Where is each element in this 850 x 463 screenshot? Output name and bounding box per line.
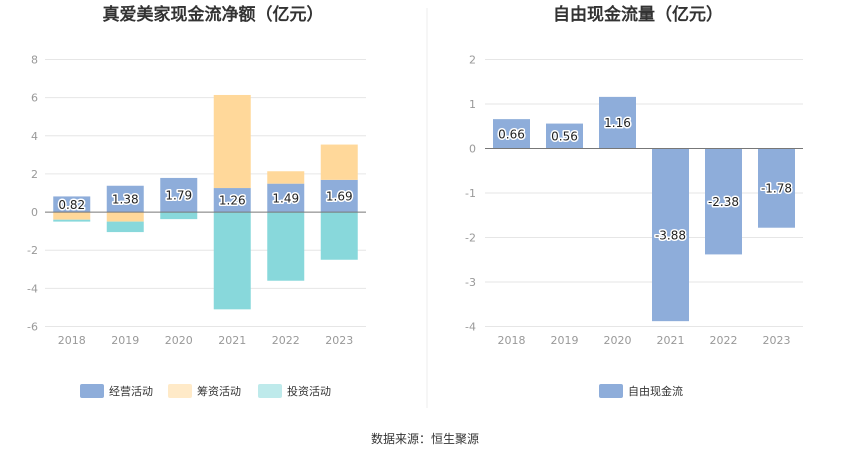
x-tick-label: 2019 bbox=[111, 334, 139, 347]
y-tick-label: -3 bbox=[465, 276, 476, 289]
bar-2019-series-0 bbox=[546, 123, 583, 149]
bar-2023-series-0 bbox=[320, 179, 358, 213]
bar-2021-series-2 bbox=[213, 212, 251, 310]
bar-2018-series-0 bbox=[493, 119, 530, 149]
bar-2020-series-2 bbox=[160, 212, 198, 220]
x-tick-label: 2018 bbox=[498, 334, 526, 347]
x-tick-label: 2018 bbox=[58, 334, 86, 347]
y-tick-label: 8 bbox=[31, 54, 38, 67]
bar-2023-series-2 bbox=[320, 212, 358, 260]
bar-2022-series-0 bbox=[267, 183, 305, 213]
cashflow-net-chart: 真爱美家现金流净额（亿元） 8 6 4 2 0 -2 -4 -6 2018 2019 2020 2021… bbox=[27, 4, 366, 398]
y-tick-label: -4 bbox=[27, 282, 38, 295]
legend-swatch bbox=[599, 384, 623, 398]
y-tick-label: 0 bbox=[469, 143, 476, 156]
y-tick-label: 1 bbox=[469, 98, 476, 111]
bar-2022-series-0 bbox=[705, 148, 742, 255]
data-label: -3.88 bbox=[655, 228, 686, 242]
data-label: 0.66 bbox=[498, 127, 525, 141]
x-tick-label: 2022 bbox=[272, 334, 300, 347]
data-label: -2.38 bbox=[708, 195, 739, 209]
legend-swatch bbox=[80, 384, 104, 398]
y-tick-label: 6 bbox=[31, 92, 38, 105]
legend-swatch bbox=[168, 384, 192, 398]
x-tick-label: 2021 bbox=[218, 334, 246, 347]
bar-2021-series-0 bbox=[213, 188, 251, 213]
x-tick-label: 2022 bbox=[710, 334, 738, 347]
chart-title: 真爱美家现金流净额（亿元） bbox=[103, 4, 324, 25]
source-note: 数据来源：恒生聚源 bbox=[371, 431, 479, 446]
bar-2020-series-0 bbox=[599, 96, 636, 149]
y-tick-label: -2 bbox=[465, 232, 476, 245]
data-label: 1.16 bbox=[604, 116, 631, 130]
legend-entry: 经营活动 bbox=[109, 384, 153, 398]
bar-2021-series-0 bbox=[652, 148, 689, 322]
bar-2018-series-0 bbox=[53, 196, 91, 213]
x-tick-label: 2020 bbox=[165, 334, 193, 347]
data-label: 1.69 bbox=[326, 189, 353, 203]
bar-2018-series-2 bbox=[53, 219, 91, 222]
free-cashflow-chart: 自由现金流量（亿元） 2 1 0 -1 -2 -3 -4 2018 2019 2020 2021 202… bbox=[465, 4, 803, 398]
bar-2022-series-1 bbox=[267, 171, 305, 184]
bar-2019-series-0 bbox=[106, 185, 144, 213]
legend-swatch bbox=[258, 384, 282, 398]
legend-entry: 自由现金流 bbox=[628, 384, 683, 398]
bar-2020-series-0 bbox=[160, 177, 198, 213]
y-tick-label: -1 bbox=[465, 187, 476, 200]
x-tick-label: 2023 bbox=[763, 334, 791, 347]
legend-entry: 筹资活动 bbox=[197, 384, 241, 398]
y-tick-label: 2 bbox=[31, 168, 38, 181]
bar-2023-series-0 bbox=[758, 148, 795, 228]
bar-2021-series-1 bbox=[213, 94, 251, 189]
data-label: 1.38 bbox=[112, 192, 139, 206]
y-tick-label: 4 bbox=[31, 130, 38, 143]
data-label: 1.49 bbox=[272, 191, 299, 205]
y-tick-label: -6 bbox=[27, 321, 38, 334]
y-tick-label: 2 bbox=[469, 54, 476, 67]
y-tick-label: 0 bbox=[31, 206, 38, 219]
y-tick-label: -4 bbox=[465, 321, 476, 334]
x-tick-label: 2020 bbox=[604, 334, 632, 347]
y-tick-label: -2 bbox=[27, 244, 38, 257]
bar-2019-series-1 bbox=[106, 212, 144, 222]
x-tick-label: 2021 bbox=[657, 334, 685, 347]
bar-2022-series-2 bbox=[267, 212, 305, 281]
bar-2019-series-2 bbox=[106, 221, 144, 233]
bar-2023-series-1 bbox=[320, 144, 358, 180]
data-label: 0.56 bbox=[551, 130, 578, 144]
bar-2018-series-1 bbox=[53, 212, 91, 220]
chart-title: 自由现金流量（亿元） bbox=[553, 4, 723, 25]
x-tick-label: 2023 bbox=[325, 334, 353, 347]
data-label: -1.78 bbox=[761, 182, 792, 196]
data-label: 1.79 bbox=[165, 189, 192, 203]
x-tick-label: 2019 bbox=[551, 334, 579, 347]
legend-entry: 投资活动 bbox=[287, 384, 331, 398]
data-label: 0.82 bbox=[58, 198, 85, 212]
data-label: 1.26 bbox=[219, 194, 246, 208]
